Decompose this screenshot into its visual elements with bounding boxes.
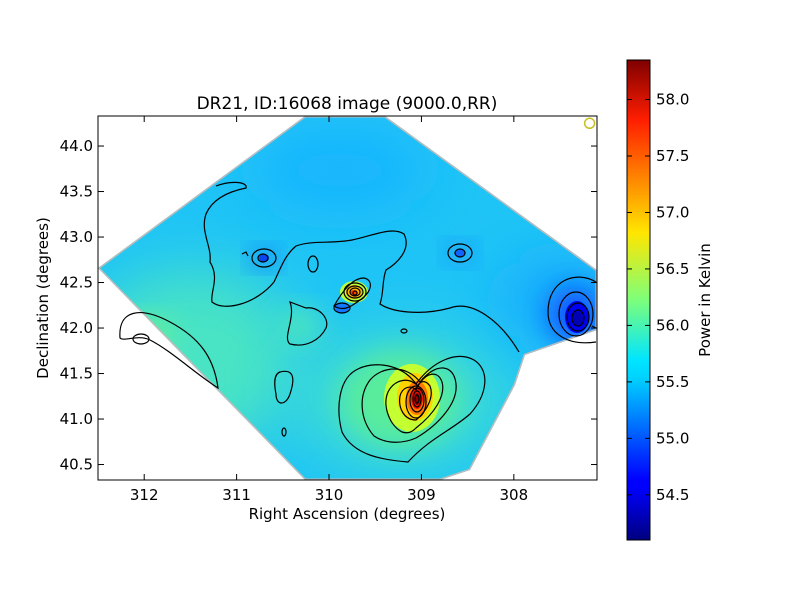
source-marker (583, 117, 596, 130)
colorbar-tick-label: 57.5 (656, 147, 689, 165)
y-axis: 40.5 41.0 41.5 42.0 42.5 43.0 43.5 44.0 (60, 137, 597, 474)
y-tick-label: 42.0 (60, 319, 93, 337)
x-tick-label: 310 (315, 486, 344, 504)
x-tick-label: 311 (222, 486, 251, 504)
colorbar-tick-label: 54.5 (656, 486, 689, 504)
colorbar-tick-label: 56.5 (656, 260, 689, 278)
y-axis-label: Declination (degrees) (34, 217, 52, 379)
y-tick-label: 41.5 (60, 365, 93, 383)
y-tick-label: 40.5 (60, 456, 93, 474)
y-tick-label: 41.0 (60, 410, 93, 428)
colorbar-tick-label: 55.0 (656, 429, 689, 447)
x-tick-label: 309 (407, 486, 436, 504)
x-tick-label: 312 (130, 486, 159, 504)
y-tick-label: 43.5 (60, 183, 93, 201)
chart-title: DR21, ID:16068 image (9000.0,RR) (197, 94, 498, 114)
x-axis: 312 311 310 309 308 (130, 116, 528, 504)
colorbar-label: Power in Kelvin (696, 243, 714, 357)
y-tick-label: 42.5 (60, 274, 93, 292)
colorbar: 54.5 55.0 55.5 56.0 56.5 57.0 57.5 58.0 Power i… (626, 59, 714, 541)
marker-circle (583, 117, 596, 130)
heatmap-image (98, 116, 597, 480)
x-tick-label: 308 (500, 486, 529, 504)
contour-lines (119, 181, 597, 463)
y-tick-label: 44.0 (60, 137, 93, 155)
plot-frame (97, 115, 598, 481)
colorbar-tick-label: 58.0 (656, 91, 689, 109)
y-tick-label: 43.0 (60, 228, 93, 246)
colorbar-axis: 54.5 55.0 55.5 56.0 56.5 57.0 57.5 58.0 (627, 91, 689, 504)
colorbar-gradient (626, 59, 651, 541)
x-axis-label: Right Ascension (degrees) (249, 505, 446, 523)
colorbar-tick-label: 57.0 (656, 203, 689, 221)
colorbar-tick-label: 56.0 (656, 316, 689, 334)
colorbar-tick-label: 55.5 (656, 373, 689, 391)
